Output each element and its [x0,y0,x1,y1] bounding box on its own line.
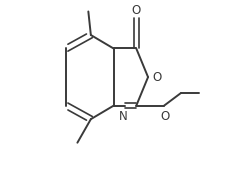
Text: O: O [153,71,162,84]
Text: O: O [160,110,170,123]
Text: O: O [132,4,141,17]
Text: N: N [119,110,128,123]
